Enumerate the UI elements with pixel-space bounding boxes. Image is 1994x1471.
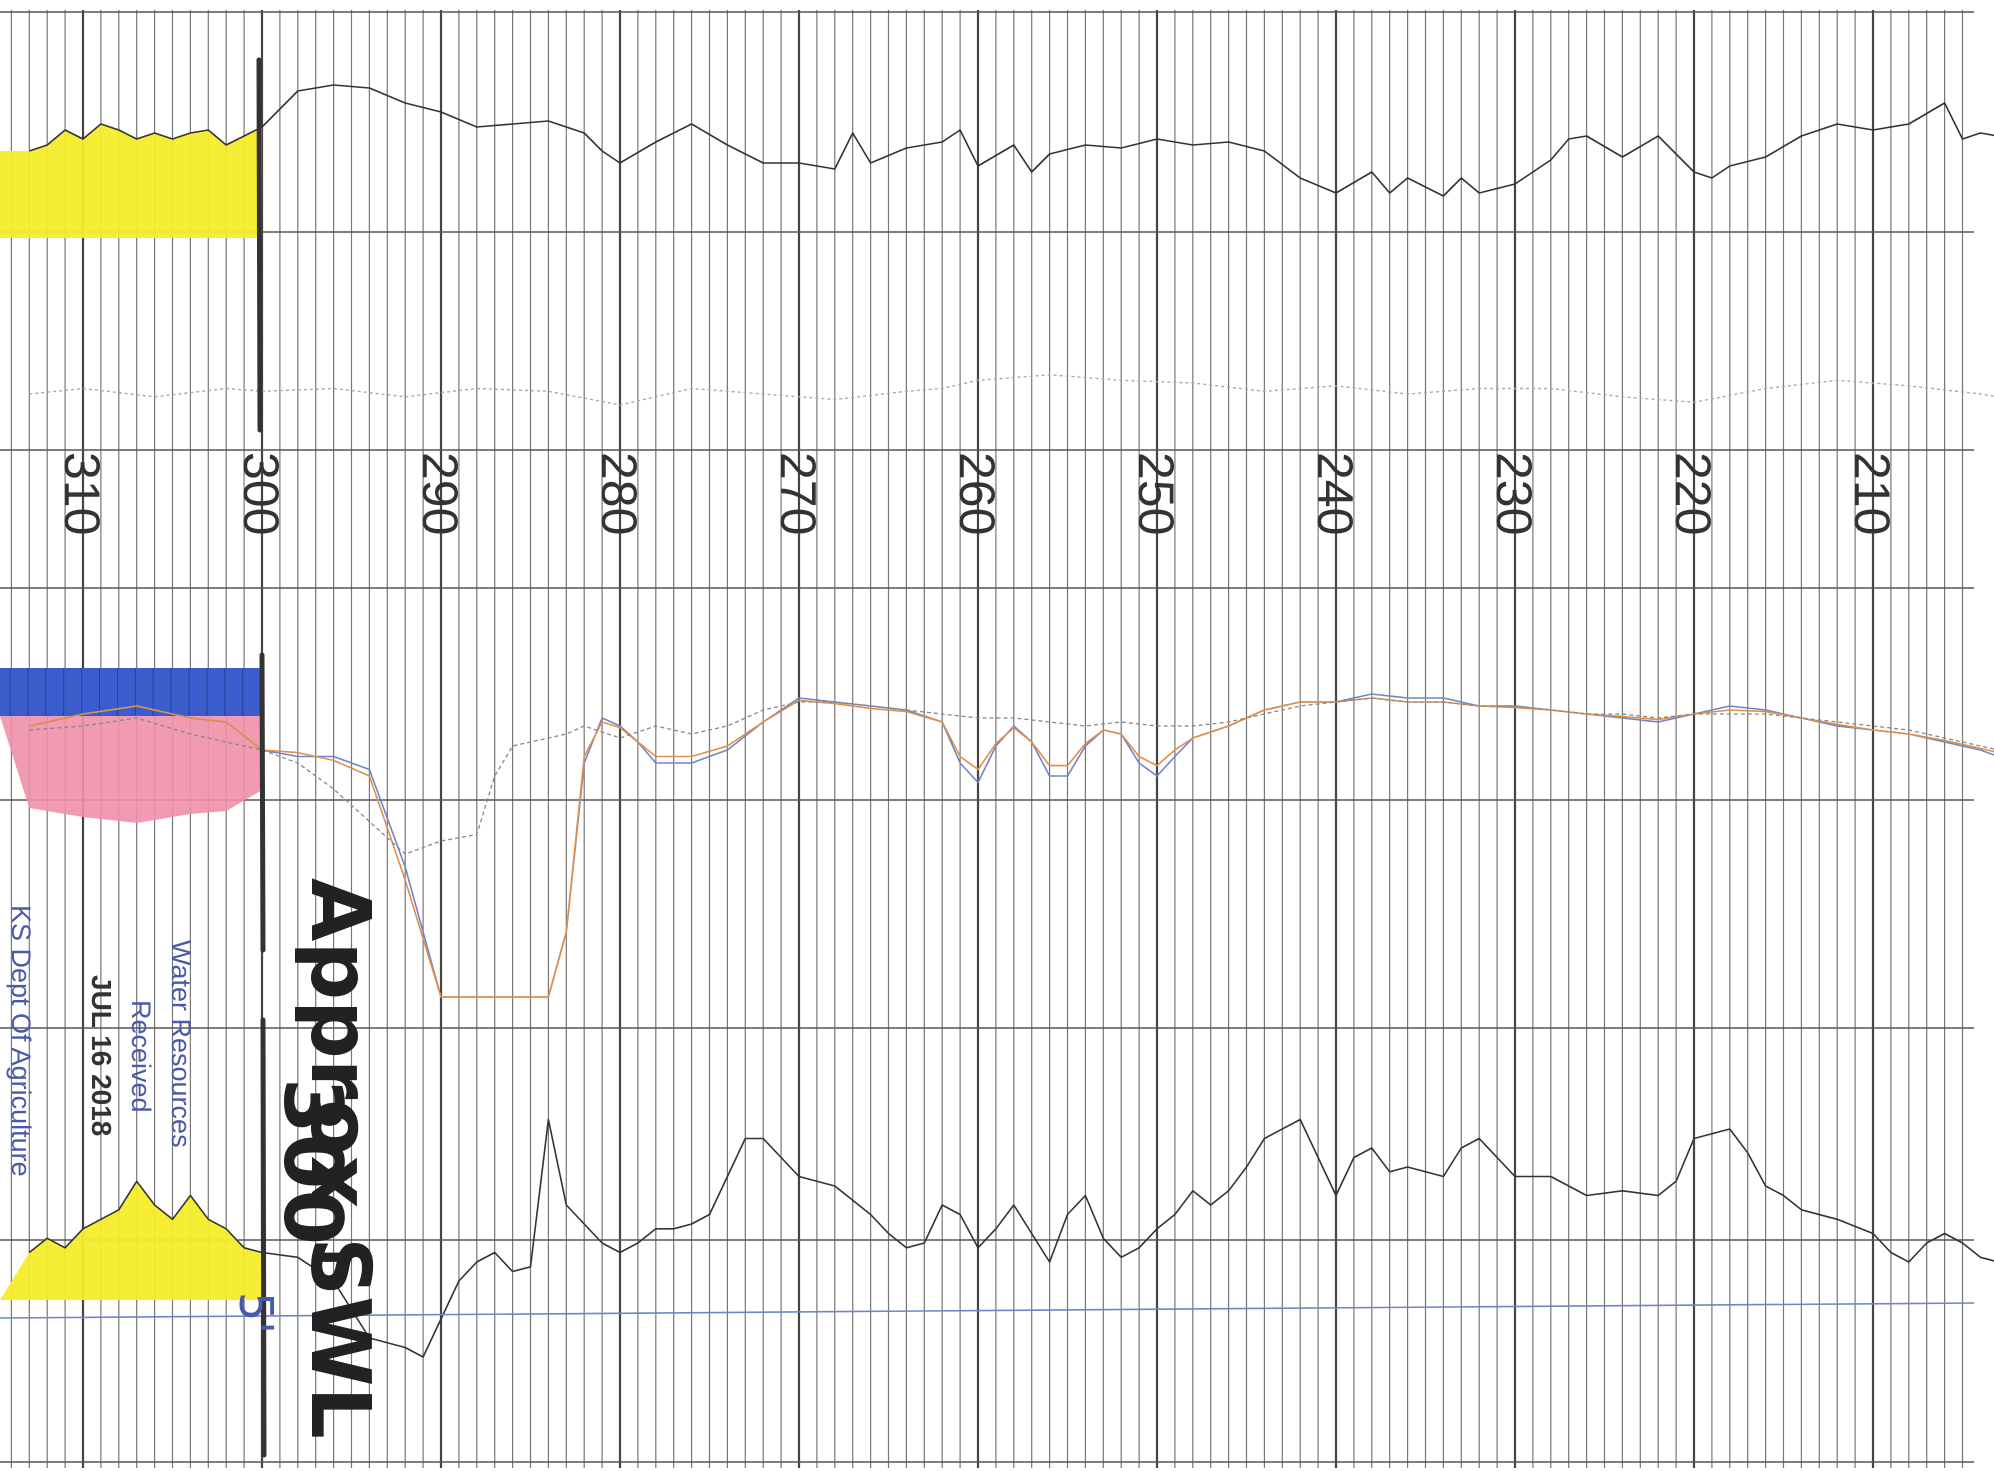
depth-tick-label: 270 — [770, 452, 826, 535]
depth-tick-label: 260 — [949, 452, 1005, 535]
top-trace-line — [29, 84, 1994, 197]
yellow-highlight-top — [0, 124, 262, 238]
blue-highlight-band — [0, 668, 262, 716]
bottom-track-baseline — [0, 1302, 1975, 1319]
depth-tick-label: 230 — [1486, 452, 1542, 535]
depth-tick-label: 210 — [1844, 452, 1900, 535]
depth-tick-group: 300 — [233, 452, 289, 535]
depth-tick-group: 290 — [412, 452, 468, 535]
bottom-trace-line — [28, 1118, 1994, 1358]
stamp-line1: Water Resources — [166, 940, 196, 1148]
top-dotted-trace-line — [29, 374, 1994, 406]
yellow-highlight-bottom — [0, 1181, 262, 1300]
stamp-line2: Received — [126, 1000, 156, 1113]
stamp-date: JUL 16 2018 — [86, 975, 117, 1136]
depth-tick-label: 300 — [233, 452, 289, 535]
depth-tick-group: 210 — [1844, 452, 1900, 535]
depth-tick-group: 310 — [54, 452, 110, 535]
handwritten-depth-note: 300' — [266, 1078, 359, 1269]
middle-track-line-2 — [29, 697, 1994, 998]
pink-highlight-fill — [0, 716, 262, 823]
depth-tick-group: 270 — [770, 452, 826, 535]
depth-tick-labels: 310 300 290 280 270 260 250 240 230 220 210 — [54, 452, 1900, 535]
depth-tick-label: 250 — [1128, 452, 1184, 535]
depth-tick-group: 280 — [591, 452, 647, 535]
depth-tick-group: 260 — [949, 452, 1005, 535]
depth-tick-label: 310 — [54, 452, 110, 535]
handwritten-swl-note: Approx SWL — [292, 878, 387, 1439]
depth-tick-group: 250 — [1128, 452, 1184, 535]
handwritten-small-note: 5' — [229, 1292, 283, 1334]
marker-bracket — [256, 57, 267, 1458]
middle-track-line-3 — [29, 697, 1994, 855]
curve-layer — [0, 84, 1994, 1358]
depth-tick-group: 240 — [1307, 452, 1363, 535]
highlight-layer — [0, 124, 262, 1300]
depth-tick-label: 290 — [412, 452, 468, 535]
depth-tick-group: 220 — [1665, 452, 1721, 535]
depth-tick-label: 220 — [1665, 452, 1721, 535]
stamp-line3: KS Dept Of Agriculture — [6, 905, 36, 1177]
depth-tick-group: 230 — [1486, 452, 1542, 535]
depth-tick-label: 280 — [591, 452, 647, 535]
depth-tick-label: 240 — [1307, 452, 1363, 535]
